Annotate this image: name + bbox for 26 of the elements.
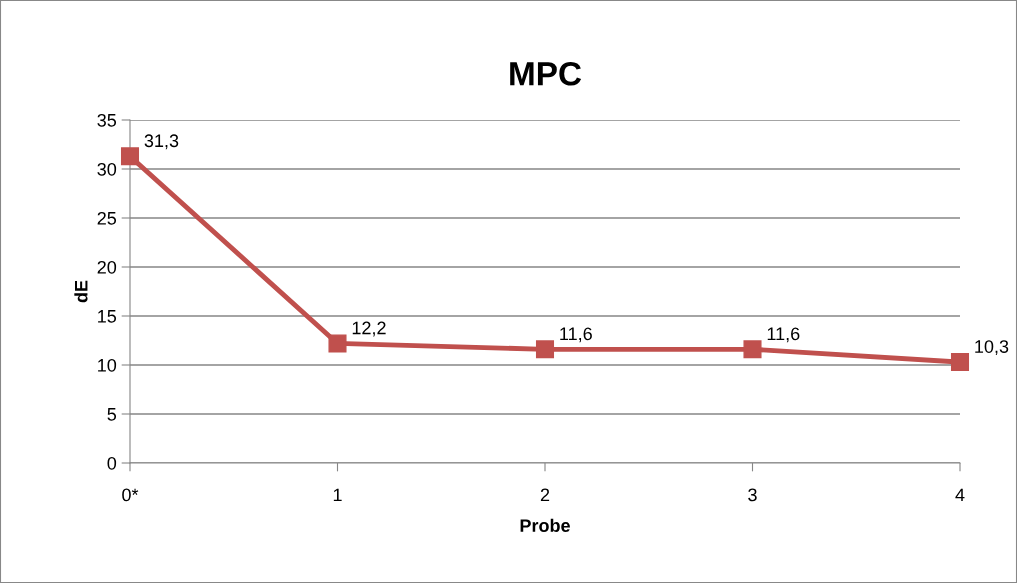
data-label: 11,6 [560,327,592,343]
data-label: 10,3 [975,340,1009,356]
x-tick-label: 4 [955,488,965,502]
y-tick-label: 15 [98,310,117,323]
point [535,340,555,359]
x-tick-label: 1 [333,488,342,502]
x-tick-label: 0* [122,488,139,502]
data-label: 31,3 [144,134,179,150]
y-tick-label: 0 [107,456,117,470]
y-tick-label: 20 [97,260,117,274]
x-axis-title: Probe [520,518,570,532]
point [328,334,347,353]
y-tick-label: 10 [98,358,117,372]
data-label: 12,2 [352,321,386,337]
chart-title: MPC [510,62,582,86]
y-tick-label: 35 [97,113,117,127]
y-tick-label: 5 [107,408,117,421]
x-tick-label: 2 [540,488,550,502]
y-tick-label: 30 [97,162,117,176]
x-tick-label: 3 [748,488,757,502]
point [950,353,970,372]
point [743,340,762,359]
data-label: 11,6 [767,327,800,343]
y-axis-title: dE [74,280,88,303]
y-tick-label: 25 [97,211,117,225]
point [120,147,140,166]
